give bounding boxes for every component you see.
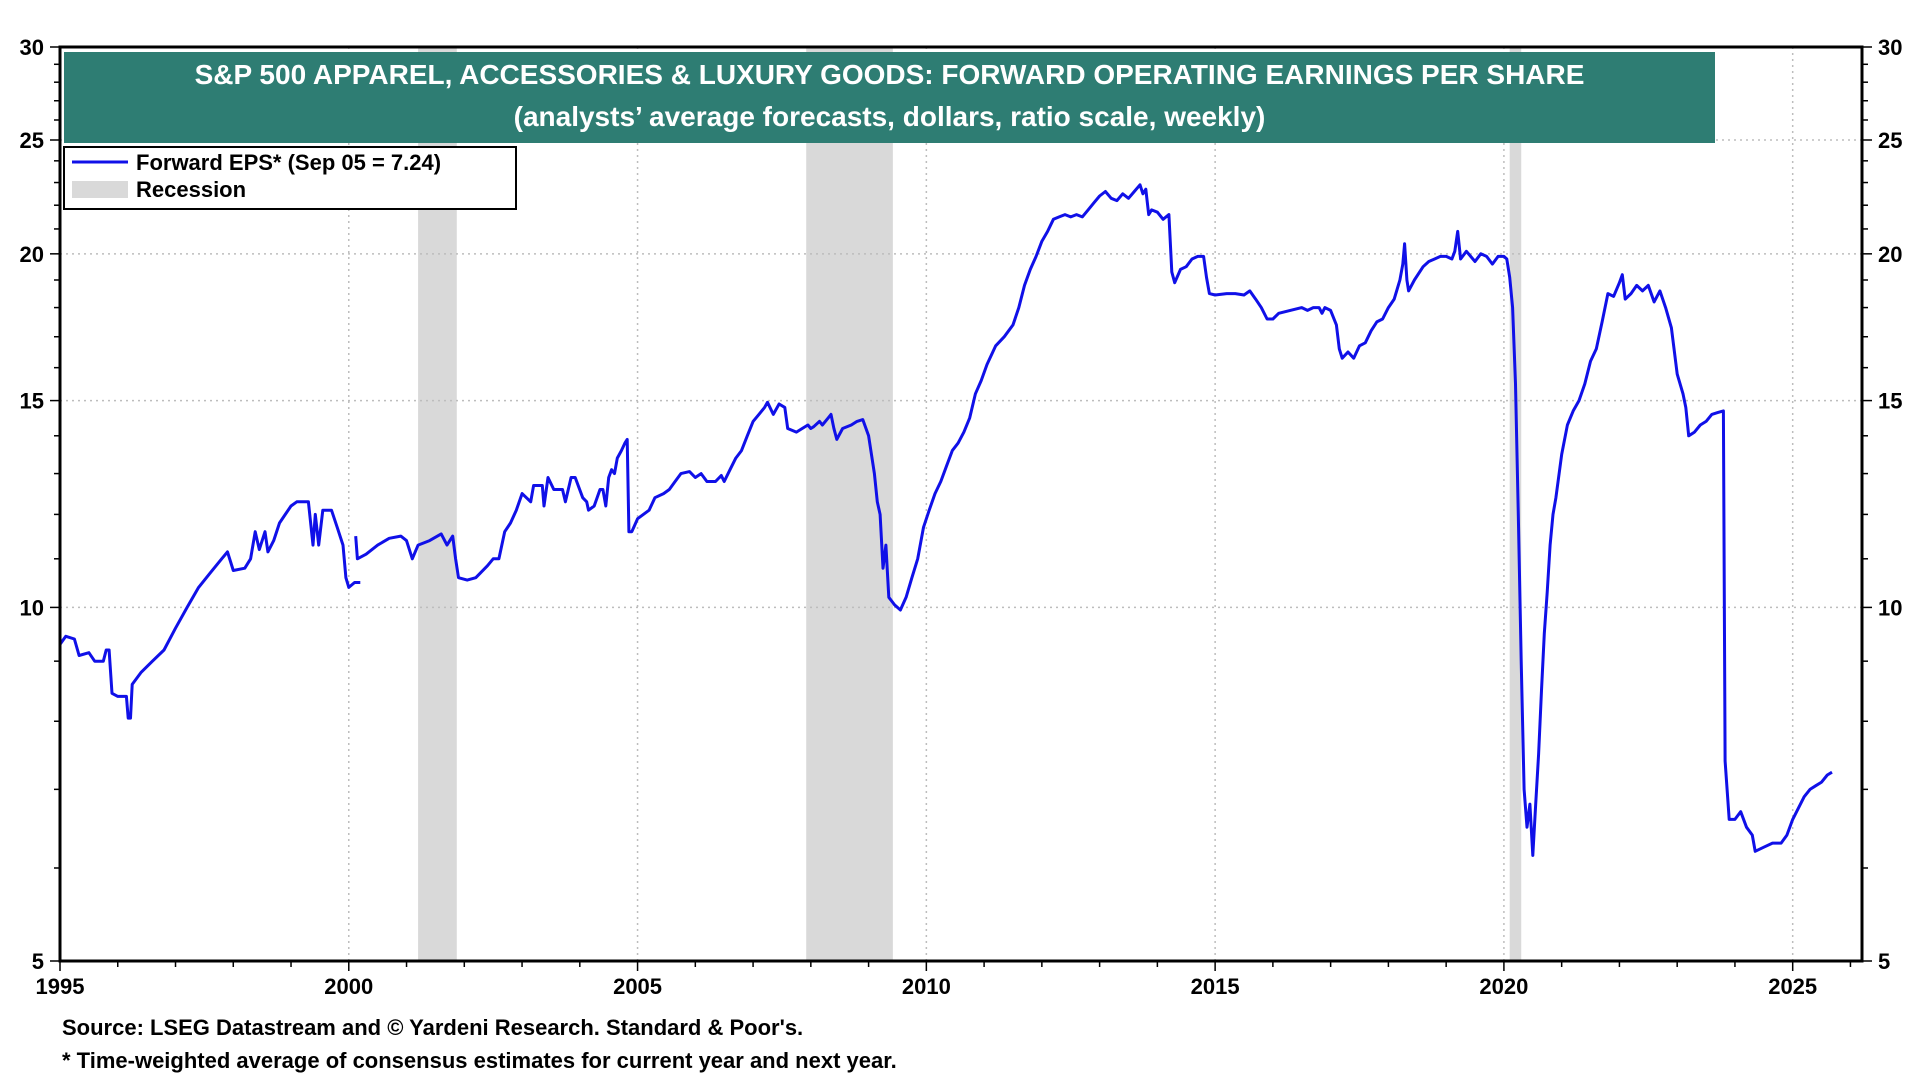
x-tick-label: 2025 — [1768, 974, 1817, 999]
recession-bands — [418, 47, 1522, 961]
series-line-segment-1 — [354, 183, 1833, 857]
y-tick-label-right: 25 — [1878, 128, 1902, 153]
y-axis-right: 5 10 15 20 25 30 — [1862, 35, 1902, 974]
y-tick-label-right: 30 — [1878, 35, 1902, 60]
legend: Forward EPS* (Sep 05 = 7.24) Recession — [63, 146, 517, 210]
x-tick-label: 2010 — [902, 974, 951, 999]
recession-band-1 — [806, 47, 893, 961]
footnote: * Time-weighted average of consensus est… — [62, 1048, 897, 1073]
x-tick-label: 2005 — [613, 974, 662, 999]
legend-label-recession: Recession — [136, 177, 246, 202]
y-tick-label-left: 10 — [20, 595, 44, 620]
y-tick-label-left: 20 — [20, 242, 44, 267]
x-tick-label: 1995 — [36, 974, 85, 999]
series-lines — [58, 183, 1833, 857]
source-note: Source: LSEG Datastream and © Yardeni Re… — [62, 1015, 803, 1040]
x-tick-label: 2015 — [1191, 974, 1240, 999]
y-tick-label-left: 25 — [20, 128, 44, 153]
y-tick-label-left: 15 — [20, 389, 44, 414]
title-banner — [64, 52, 1715, 143]
legend-recession-swatch — [72, 181, 128, 198]
plot-frame — [58, 45, 1864, 963]
x-axis: 1995 2000 2005 2010 2015 2020 2025 — [36, 961, 1852, 999]
y-tick-label-right: 15 — [1878, 389, 1902, 414]
series-line-segment-0 — [58, 500, 361, 720]
y-tick-label-left: 30 — [20, 35, 44, 60]
y-tick-label-right: 20 — [1878, 242, 1902, 267]
x-tick-label: 2000 — [324, 974, 373, 999]
legend-box — [63, 146, 517, 210]
chart-subtitle: (analysts’ average forecasts, dollars, r… — [514, 101, 1266, 132]
y-tick-label-left: 5 — [32, 949, 44, 974]
y-axis-left: 5 10 15 20 25 30 — [20, 35, 60, 974]
x-tick-label: 2020 — [1479, 974, 1528, 999]
legend-label-eps: Forward EPS* (Sep 05 = 7.24) — [136, 150, 441, 175]
chart-title: S&P 500 APPAREL, ACCESSORIES & LUXURY GO… — [195, 59, 1585, 90]
y-tick-label-right: 5 — [1878, 949, 1890, 974]
recession-band-2 — [1509, 47, 1522, 961]
y-tick-label-right: 10 — [1878, 595, 1902, 620]
